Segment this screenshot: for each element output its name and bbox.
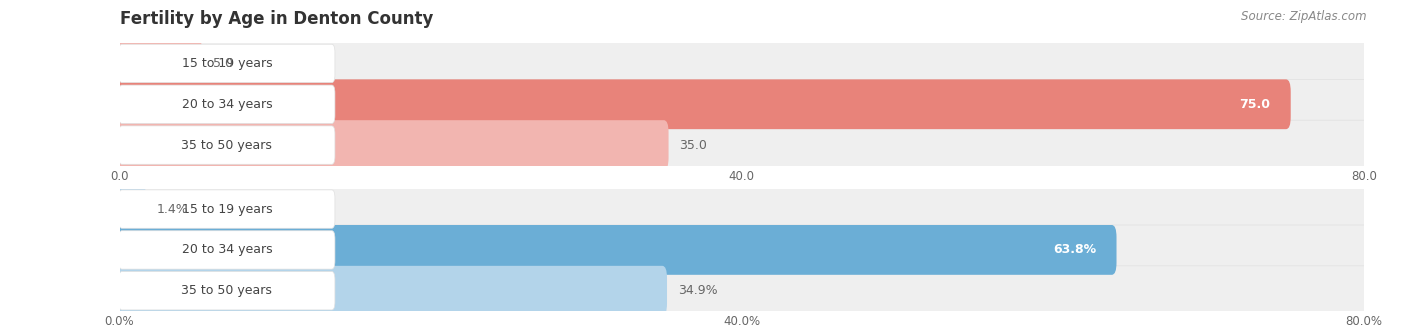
FancyBboxPatch shape <box>118 126 335 164</box>
FancyBboxPatch shape <box>115 120 669 170</box>
Text: 75.0: 75.0 <box>1240 98 1271 111</box>
FancyBboxPatch shape <box>115 184 146 234</box>
FancyBboxPatch shape <box>118 190 335 228</box>
FancyBboxPatch shape <box>115 184 1368 234</box>
FancyBboxPatch shape <box>118 271 335 310</box>
FancyBboxPatch shape <box>118 231 335 269</box>
FancyBboxPatch shape <box>115 266 1368 316</box>
Text: 35 to 50 years: 35 to 50 years <box>181 284 273 297</box>
Text: 63.8%: 63.8% <box>1053 243 1097 257</box>
FancyBboxPatch shape <box>118 44 335 83</box>
FancyBboxPatch shape <box>115 38 1368 88</box>
Text: 35.0: 35.0 <box>679 139 707 152</box>
FancyBboxPatch shape <box>115 225 1116 275</box>
FancyBboxPatch shape <box>115 79 1291 129</box>
Text: 15 to 19 years: 15 to 19 years <box>181 203 273 215</box>
Text: Fertility by Age in Denton County: Fertility by Age in Denton County <box>120 10 433 28</box>
Text: 20 to 34 years: 20 to 34 years <box>181 98 273 111</box>
Text: Source: ZipAtlas.com: Source: ZipAtlas.com <box>1241 10 1367 23</box>
Text: 20 to 34 years: 20 to 34 years <box>181 243 273 257</box>
FancyBboxPatch shape <box>115 38 202 88</box>
Text: 5.0: 5.0 <box>212 57 233 70</box>
Text: 1.4%: 1.4% <box>157 203 188 215</box>
FancyBboxPatch shape <box>115 120 1368 170</box>
FancyBboxPatch shape <box>118 85 335 123</box>
FancyBboxPatch shape <box>115 79 1368 129</box>
FancyBboxPatch shape <box>115 225 1368 275</box>
Text: 34.9%: 34.9% <box>678 284 717 297</box>
Text: 35 to 50 years: 35 to 50 years <box>181 139 273 152</box>
Text: 15 to 19 years: 15 to 19 years <box>181 57 273 70</box>
FancyBboxPatch shape <box>115 266 666 316</box>
